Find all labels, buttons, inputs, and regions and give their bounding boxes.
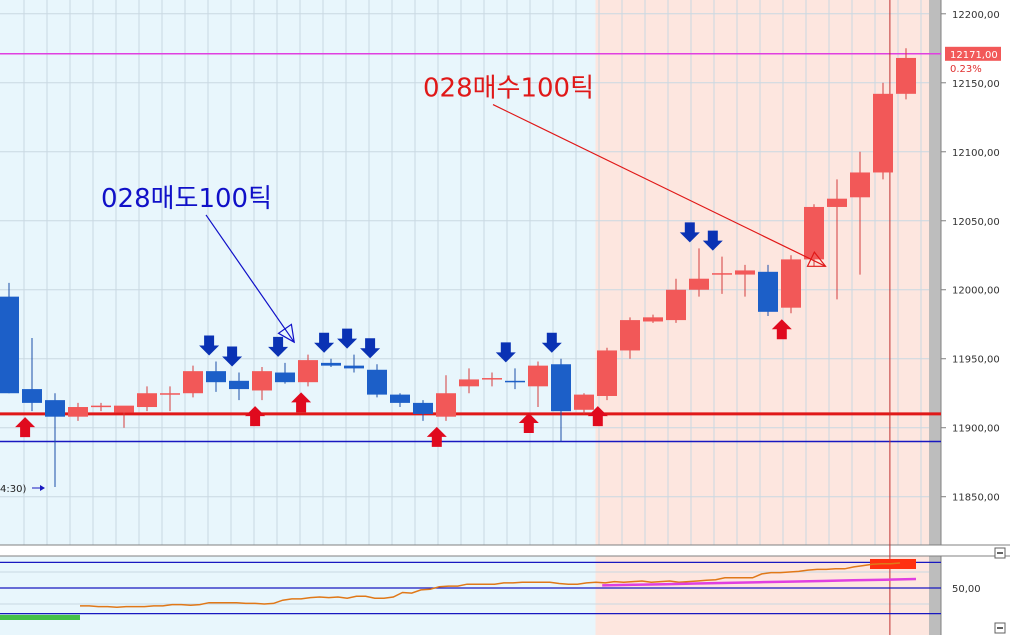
candle-body (0, 296, 19, 394)
annotation-arrowhead-1 (806, 251, 827, 267)
candle-body (873, 93, 893, 173)
annotation-line-1 (492, 104, 826, 267)
candle-body (390, 394, 410, 403)
y-tick-label: 12000,00 (952, 286, 1000, 297)
y-tick-label: 12050,00 (952, 217, 1000, 228)
candle-body (758, 271, 778, 312)
candle-body (183, 371, 203, 394)
buy-signal-arrow (587, 406, 608, 427)
candle-body (482, 378, 502, 380)
sell-signal-arrow (495, 342, 516, 363)
candle-body (850, 172, 870, 198)
time-label-arrowhead (40, 485, 45, 491)
candle-body (22, 389, 42, 403)
candle-body (505, 380, 525, 383)
sell-signal-arrow (199, 335, 220, 356)
candle-body (275, 372, 295, 383)
candle-body (160, 393, 180, 395)
candle-body (827, 198, 847, 207)
candle-body (344, 365, 364, 369)
buy-signal-arrow (291, 392, 312, 413)
indicator-scrollbar-track[interactable] (929, 556, 941, 635)
sell-signal-arrow (541, 332, 562, 353)
candle-body (367, 369, 387, 395)
annotation-arrowhead-0 (277, 323, 295, 344)
candle-body (643, 317, 663, 322)
candle-body (597, 350, 617, 396)
candle-body (298, 360, 318, 383)
y-tick-label: 12100,00 (952, 148, 1000, 159)
indicator-line-signal (602, 577, 917, 587)
scrollbar-track[interactable] (929, 0, 941, 545)
annotation-label-1: 028매수100틱 (423, 74, 594, 104)
price-axis-panel (941, 0, 1010, 635)
pane-separator (0, 545, 1010, 556)
candle-body (45, 400, 65, 417)
sell-signal-arrow (222, 346, 243, 367)
annotation-label-0: 028매도100틱 (101, 184, 272, 214)
candle-body (620, 320, 640, 351)
sell-signal-arrow (702, 230, 723, 251)
candle-body (91, 405, 111, 408)
indicator-line-main (80, 562, 901, 608)
last-price-label: 12171,00 (950, 50, 998, 61)
candle-body (896, 57, 916, 94)
candle-body (781, 259, 801, 308)
candle-body (689, 278, 709, 290)
candle-body (712, 273, 732, 275)
indicator-tick-label: 50,00 (952, 584, 981, 595)
change-percent-label: 0.23% (950, 64, 982, 75)
sell-signal-arrow (268, 336, 289, 357)
sell-signal-arrow (360, 338, 381, 359)
sell-signal-arrow (337, 328, 358, 349)
last-price-tag (945, 46, 1001, 61)
candle-body (252, 371, 272, 391)
sell-signal-arrow (679, 222, 700, 243)
candle-body (551, 364, 571, 412)
y-tick-label: 11850,00 (952, 493, 1000, 504)
y-tick-label: 12200,00 (952, 10, 1000, 21)
buy-signal-arrow (426, 426, 447, 447)
candle-body (666, 289, 686, 321)
candle-body (137, 393, 157, 408)
candle-body (206, 371, 226, 383)
y-tick-label: 11900,00 (952, 424, 1000, 435)
candle-body (459, 379, 479, 387)
candle-body (114, 405, 134, 413)
candle-body (68, 407, 88, 417)
candle-body (413, 402, 433, 414)
candle-body (528, 365, 548, 387)
buy-signal-arrow (518, 413, 539, 434)
time-label: 4:30) (0, 484, 26, 495)
candle-body (436, 393, 456, 417)
buy-signal-arrow (15, 417, 36, 438)
candle-body (735, 270, 755, 275)
y-tick-label: 12150,00 (952, 79, 1000, 90)
candle-body (804, 206, 824, 260)
candle-body (321, 362, 341, 366)
sell-signal-arrow (314, 332, 335, 353)
annotation-line-0 (205, 214, 295, 343)
candle-body (574, 394, 594, 410)
buy-signal-arrow (245, 406, 266, 427)
y-tick-label: 11950,00 (952, 355, 1000, 366)
candle-body (229, 380, 249, 390)
buy-signal-arrow (771, 319, 792, 340)
indicator-histogram (0, 614, 80, 620)
